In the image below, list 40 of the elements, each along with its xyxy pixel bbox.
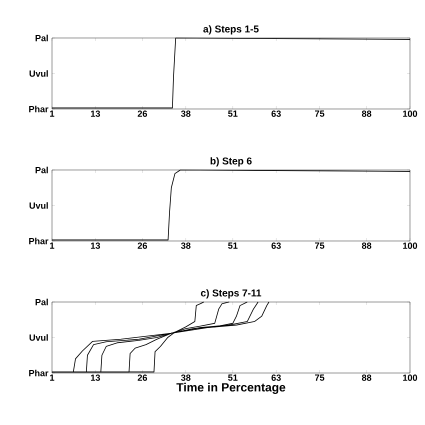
category-label: Uvul — [30, 334, 48, 341]
x-tick-label: 13 — [90, 374, 100, 381]
x-tick-label: 26 — [138, 374, 148, 381]
x-tick-label: 100 — [403, 110, 418, 117]
x-tick-label: 100 — [403, 374, 418, 381]
x-tick-label: 75 — [314, 374, 324, 381]
x-tick-label: 38 — [181, 242, 191, 249]
category-label: Uvul — [30, 70, 48, 77]
category-label: Phar — [29, 370, 48, 376]
x-tick-label: 75 — [314, 242, 324, 249]
chart-title: b) Step 6 — [210, 157, 252, 166]
x-tick-label: 63 — [272, 374, 281, 381]
x-tick-label: 51 — [228, 242, 238, 249]
x-tick-label: 1 — [50, 110, 54, 117]
x-tick-label: 88 — [362, 374, 372, 381]
x-tick-label: 51 — [228, 374, 238, 381]
x-tick-label: 51 — [228, 110, 238, 117]
x-tick-label: 75 — [314, 110, 324, 117]
category-label: Phar — [29, 106, 48, 112]
x-tick-label: 1 — [50, 242, 54, 249]
x-tick-label: 88 — [362, 110, 372, 117]
chart-title: c) Steps 7-11 — [200, 289, 262, 298]
x-tick-label: 38 — [181, 110, 191, 117]
x-tick-label: 26 — [138, 110, 148, 117]
x-tick-label: 13 — [90, 110, 100, 117]
category-label: Phar — [29, 238, 48, 244]
x-tick-label: 26 — [138, 242, 148, 249]
x-tick-label: 88 — [362, 242, 372, 249]
x-tick-label: 63 — [272, 110, 281, 117]
x-tick-label: 38 — [181, 374, 191, 381]
category-label: Pal — [36, 298, 48, 306]
category-label: Pal — [36, 34, 48, 42]
chart-title: a) Steps 1-5 — [203, 25, 259, 34]
x-tick-label: 1 — [50, 374, 54, 381]
x-tick-label: 100 — [403, 242, 418, 249]
category-label: Uvul — [30, 202, 48, 209]
x-tick-label: 63 — [272, 242, 281, 249]
x-tick-label: 13 — [90, 242, 100, 249]
category-label: Pal — [36, 166, 48, 174]
x-axis-title: Time in Percentage — [176, 382, 286, 394]
